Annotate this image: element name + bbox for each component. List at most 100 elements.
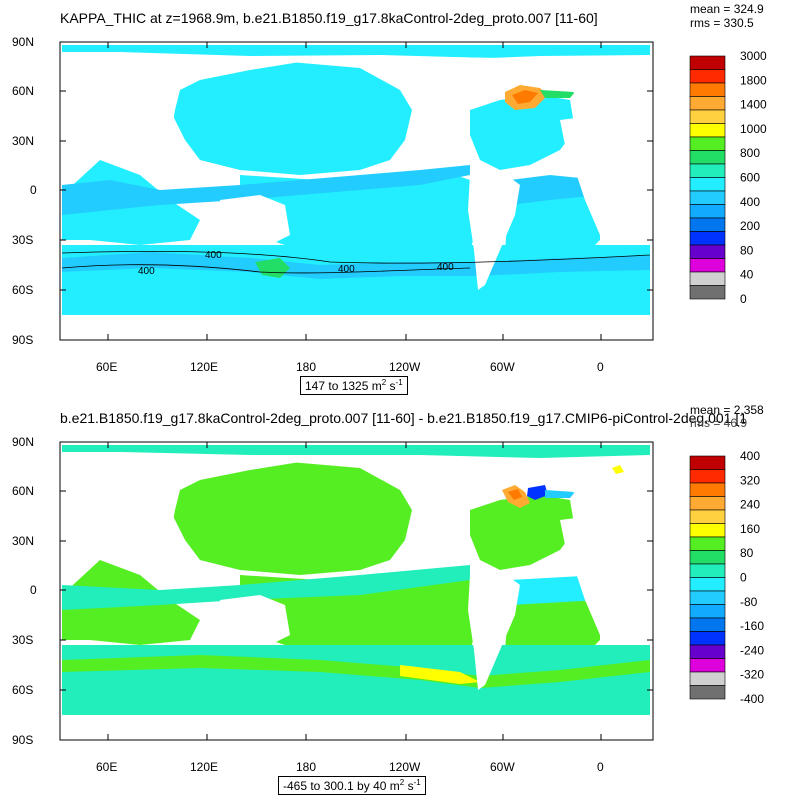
top-colorbar-swatch: [689, 204, 726, 219]
top-colorbar-label: 1000: [740, 122, 767, 136]
bottom-colorbar-swatch: [689, 590, 726, 605]
top-contour-label-1: 400: [205, 250, 222, 261]
bottom-colorbar-label: -160: [740, 619, 764, 633]
top-colorbar-swatch: [689, 55, 726, 70]
top-colorbar-label: 200: [740, 219, 760, 233]
bottom-land: [60, 456, 650, 690]
bottom-colorbar: 400 320 240 160 80 0 -80 -160 -240 -320 -400: [689, 449, 764, 706]
top-colorbar-label: 0: [740, 292, 747, 306]
top-lon-label-120w: 120W: [389, 360, 421, 374]
bottom-colorbar-swatch: [689, 496, 726, 511]
bottom-colorbar-swatch: [689, 671, 726, 686]
bottom-units-tail: s: [407, 779, 414, 793]
top-contour-label-2: 400: [138, 266, 155, 277]
bottom-colorbar-swatch: [689, 509, 726, 524]
bottom-units-exp: 2: [399, 778, 405, 787]
top-colorbar-label: 40: [740, 268, 754, 282]
bottom-colorbar-swatch: [689, 550, 726, 565]
bottom-colorbar-swatch: [689, 536, 726, 551]
bottom-colorbar-swatch: [689, 523, 726, 538]
top-lon-label-60e: 60E: [96, 360, 118, 374]
bottom-units-range: -465 to 300.1 by 40: [283, 779, 387, 793]
top-units-tail: s: [389, 379, 396, 393]
bottom-lon-label-0: 0: [597, 760, 604, 774]
bottom-colorbar-swatch: [689, 482, 726, 497]
top-lon-label-0: 0: [597, 360, 604, 374]
top-lon-label-60w: 60W: [490, 360, 515, 374]
top-contour-label-4: 400: [437, 262, 454, 273]
bottom-colorbar-swatch: [689, 658, 726, 673]
top-colorbar-swatch: [689, 150, 726, 165]
bottom-colorbar-swatch: [689, 455, 726, 470]
top-lat-label-30s: 30S: [12, 233, 34, 247]
top-colorbar-label: 80: [740, 243, 754, 257]
top-units-exp: 2: [381, 378, 387, 387]
top-units-unit: m: [371, 379, 382, 393]
bottom-lat-label-60s: 60S: [12, 683, 34, 697]
bottom-colorbar-label: 160: [740, 522, 760, 536]
bottom-map-frame: [59, 441, 654, 741]
bottom-lon-label-120e: 120E: [190, 760, 219, 774]
bottom-colorbar-swatch: [689, 617, 726, 632]
bottom-colorbar-swatch: [689, 644, 726, 659]
top-mean-stat: mean = 324.9: [690, 2, 764, 16]
top-lon-label-180: 180: [296, 360, 317, 374]
top-colorbar-swatch: [689, 96, 726, 111]
top-contour-label-3: 400: [338, 264, 355, 275]
top-lat-label-30n: 30N: [12, 134, 35, 148]
bottom-colorbar-label: -320: [740, 668, 764, 682]
top-colorbar-swatch: [689, 244, 726, 259]
top-colorbar-label: 400: [740, 195, 760, 209]
bottom-colorbar-swatch: [689, 577, 726, 592]
top-lat-label-90s: 90S: [12, 333, 34, 347]
top-colorbar-label: 1800: [740, 73, 767, 87]
bottom-lat-label-90s: 90S: [12, 733, 34, 747]
bottom-lon-label-60w: 60W: [490, 760, 515, 774]
bottom-lat-label-90n: 90N: [12, 435, 35, 449]
top-colorbar-swatch: [689, 82, 726, 97]
top-land: [60, 56, 650, 290]
top-map: 400 400 400 400: [59, 41, 654, 341]
top-rms-stat: rms = 330.5: [690, 16, 754, 30]
top-ocean-field: [62, 45, 650, 315]
top-colorbar-swatch: [689, 163, 726, 178]
top-units-exp2: -1: [395, 378, 403, 387]
bottom-units-box: -465 to 300.1 by 40 m2 s-1: [278, 776, 426, 795]
top-colorbar-swatch: [689, 231, 726, 246]
bottom-lat-label-0: 0: [30, 583, 37, 597]
top-colorbar-label: 1400: [740, 98, 767, 112]
bottom-ocean-field: [62, 445, 650, 715]
top-contours: [61, 250, 651, 274]
tick-marks: [60, 41, 653, 741]
top-map-frame: [59, 41, 654, 341]
bottom-colorbar-swatch: [689, 631, 726, 646]
top-colorbar-swatch: [689, 69, 726, 84]
top-lon-label-120e: 120E: [190, 360, 219, 374]
bottom-colorbar-label: -80: [740, 595, 758, 609]
bottom-lon-label-180: 180: [296, 760, 317, 774]
bottom-lat-label-30n: 30N: [12, 534, 35, 548]
bottom-lon-label-60e: 60E: [96, 760, 118, 774]
bottom-mean-stat: mean = 2.358: [690, 403, 764, 417]
top-colorbar-swatch: [689, 136, 726, 151]
top-lat-label-60s: 60S: [12, 283, 34, 297]
top-colorbar-label: 3000: [740, 49, 767, 63]
top-colorbar-swatch: [689, 285, 726, 300]
top-units-range: 147 to 1325: [305, 379, 369, 393]
top-colorbar-swatch: [689, 123, 726, 138]
top-colorbar-swatch: [689, 109, 726, 124]
bottom-colorbar-label: 400: [740, 449, 760, 463]
bottom-units-unit: m: [389, 779, 400, 793]
top-units-box: 147 to 1325 m2 s-1: [300, 376, 408, 395]
bottom-colorbar-swatch: [689, 685, 726, 700]
top-colorbar-swatch: [689, 258, 726, 273]
bottom-lat-label-60n: 60N: [12, 484, 35, 498]
bottom-colorbar-swatch: [689, 469, 726, 484]
bottom-units-exp2: -1: [413, 778, 421, 787]
bottom-map: [59, 441, 654, 741]
top-colorbar-swatch: [689, 217, 726, 232]
bottom-colorbar-swatch: [689, 604, 726, 619]
top-colorbar-swatch: [689, 190, 726, 205]
